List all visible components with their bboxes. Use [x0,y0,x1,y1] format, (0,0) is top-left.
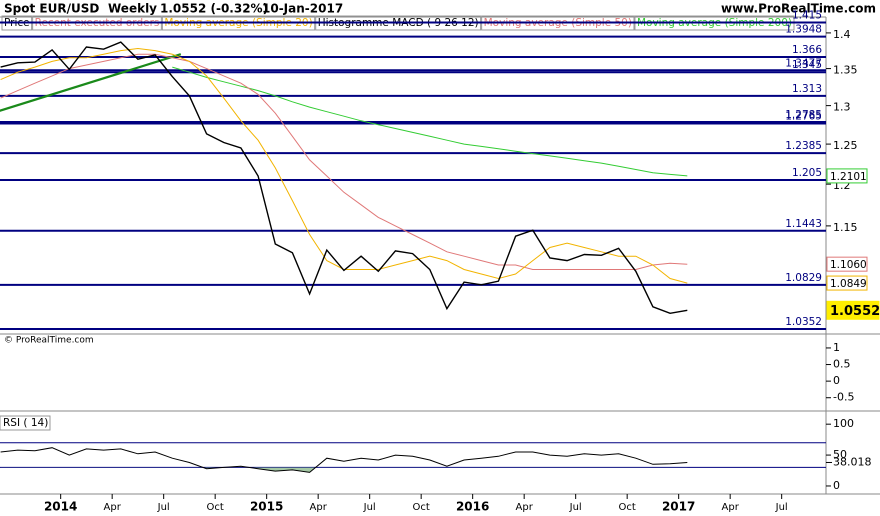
level-label: 1.345 [792,59,822,71]
x-tick-label: Jul [569,502,582,513]
panel-title: RSI ( 14) [3,417,48,429]
x-tick-label: Jul [775,502,788,513]
moving-average [172,66,688,177]
y-tick-label: 50 [833,448,847,461]
price-line [0,41,688,315]
y-tick-label: 1.25 [833,139,858,152]
current-value-box [826,275,868,291]
y-tick-label: 1.15 [833,221,858,234]
current-value-box [826,168,868,184]
level-label: 1.3948 [785,24,822,36]
level-label: 1.1443 [785,218,822,230]
x-tick-label: Oct [413,502,430,513]
x-tick-label: Oct [207,502,224,513]
site: www.ProRealTime.com [721,2,876,16]
current-value-label: 1.0552 [830,304,880,319]
y-tick-label: 0 [833,374,840,387]
current-value-box [826,300,880,320]
moving-average [0,53,688,270]
x-tick-label: Apr [310,502,328,513]
current-value-label: 1.2101 [830,171,867,183]
x-tick-label: 2014 [44,500,77,514]
y-tick-label: 1.35 [833,64,858,77]
level-label: 1.366 [792,44,822,56]
level-label: 1.0829 [785,272,822,284]
current-value-label: 1.1060 [830,259,867,271]
x-tick-label: Apr [722,502,740,513]
panel-frames [0,16,880,495]
level-label: 1.2765 [785,111,822,123]
x-tick-label: Jul [157,502,170,513]
x-tick-label: Jul [363,502,376,513]
x-tick-label: Oct [619,502,636,513]
x-tick-label: Apr [516,502,534,513]
current-value-label: 38.018 [833,455,872,468]
current-value-box [826,256,868,272]
y-tick-label: 1 [833,341,840,354]
y-tick-label: 0 [833,479,840,492]
quote: 1.0552 (-0.32%) [160,2,268,16]
level-label: 1.415 [792,9,822,21]
level-label: 1.2785 [785,109,822,121]
panel-title-box [0,415,51,431]
date: 10-Jan-2017 [262,2,343,16]
y-tick-label: 100 [833,417,854,430]
y-tick-label: 0.5 [833,358,851,371]
period: Weekly [108,2,157,16]
x-tick-label: Apr [104,502,122,513]
x-tick-label: 2017 [662,500,695,514]
trendline [0,53,182,112]
level-label: 1.0352 [785,316,822,328]
level-label: 1.313 [792,83,822,95]
y-tick-label: 1.3 [833,101,851,114]
x-tick-label: 2015 [250,500,283,514]
x-tick-label: 2016 [456,500,489,514]
current-value-label: 1.0849 [830,278,867,290]
copyright: © ProRealTime.com [4,336,94,346]
y-tick-label: -0.5 [833,391,854,404]
level-label: 1.3477 [785,57,822,69]
chart-title: Spot EUR/USD [4,2,99,16]
level-label: 1.205 [792,167,822,179]
level-label: 1.2385 [785,140,822,152]
rsi-line [0,447,688,473]
y-tick-label: 1.4 [833,28,851,41]
